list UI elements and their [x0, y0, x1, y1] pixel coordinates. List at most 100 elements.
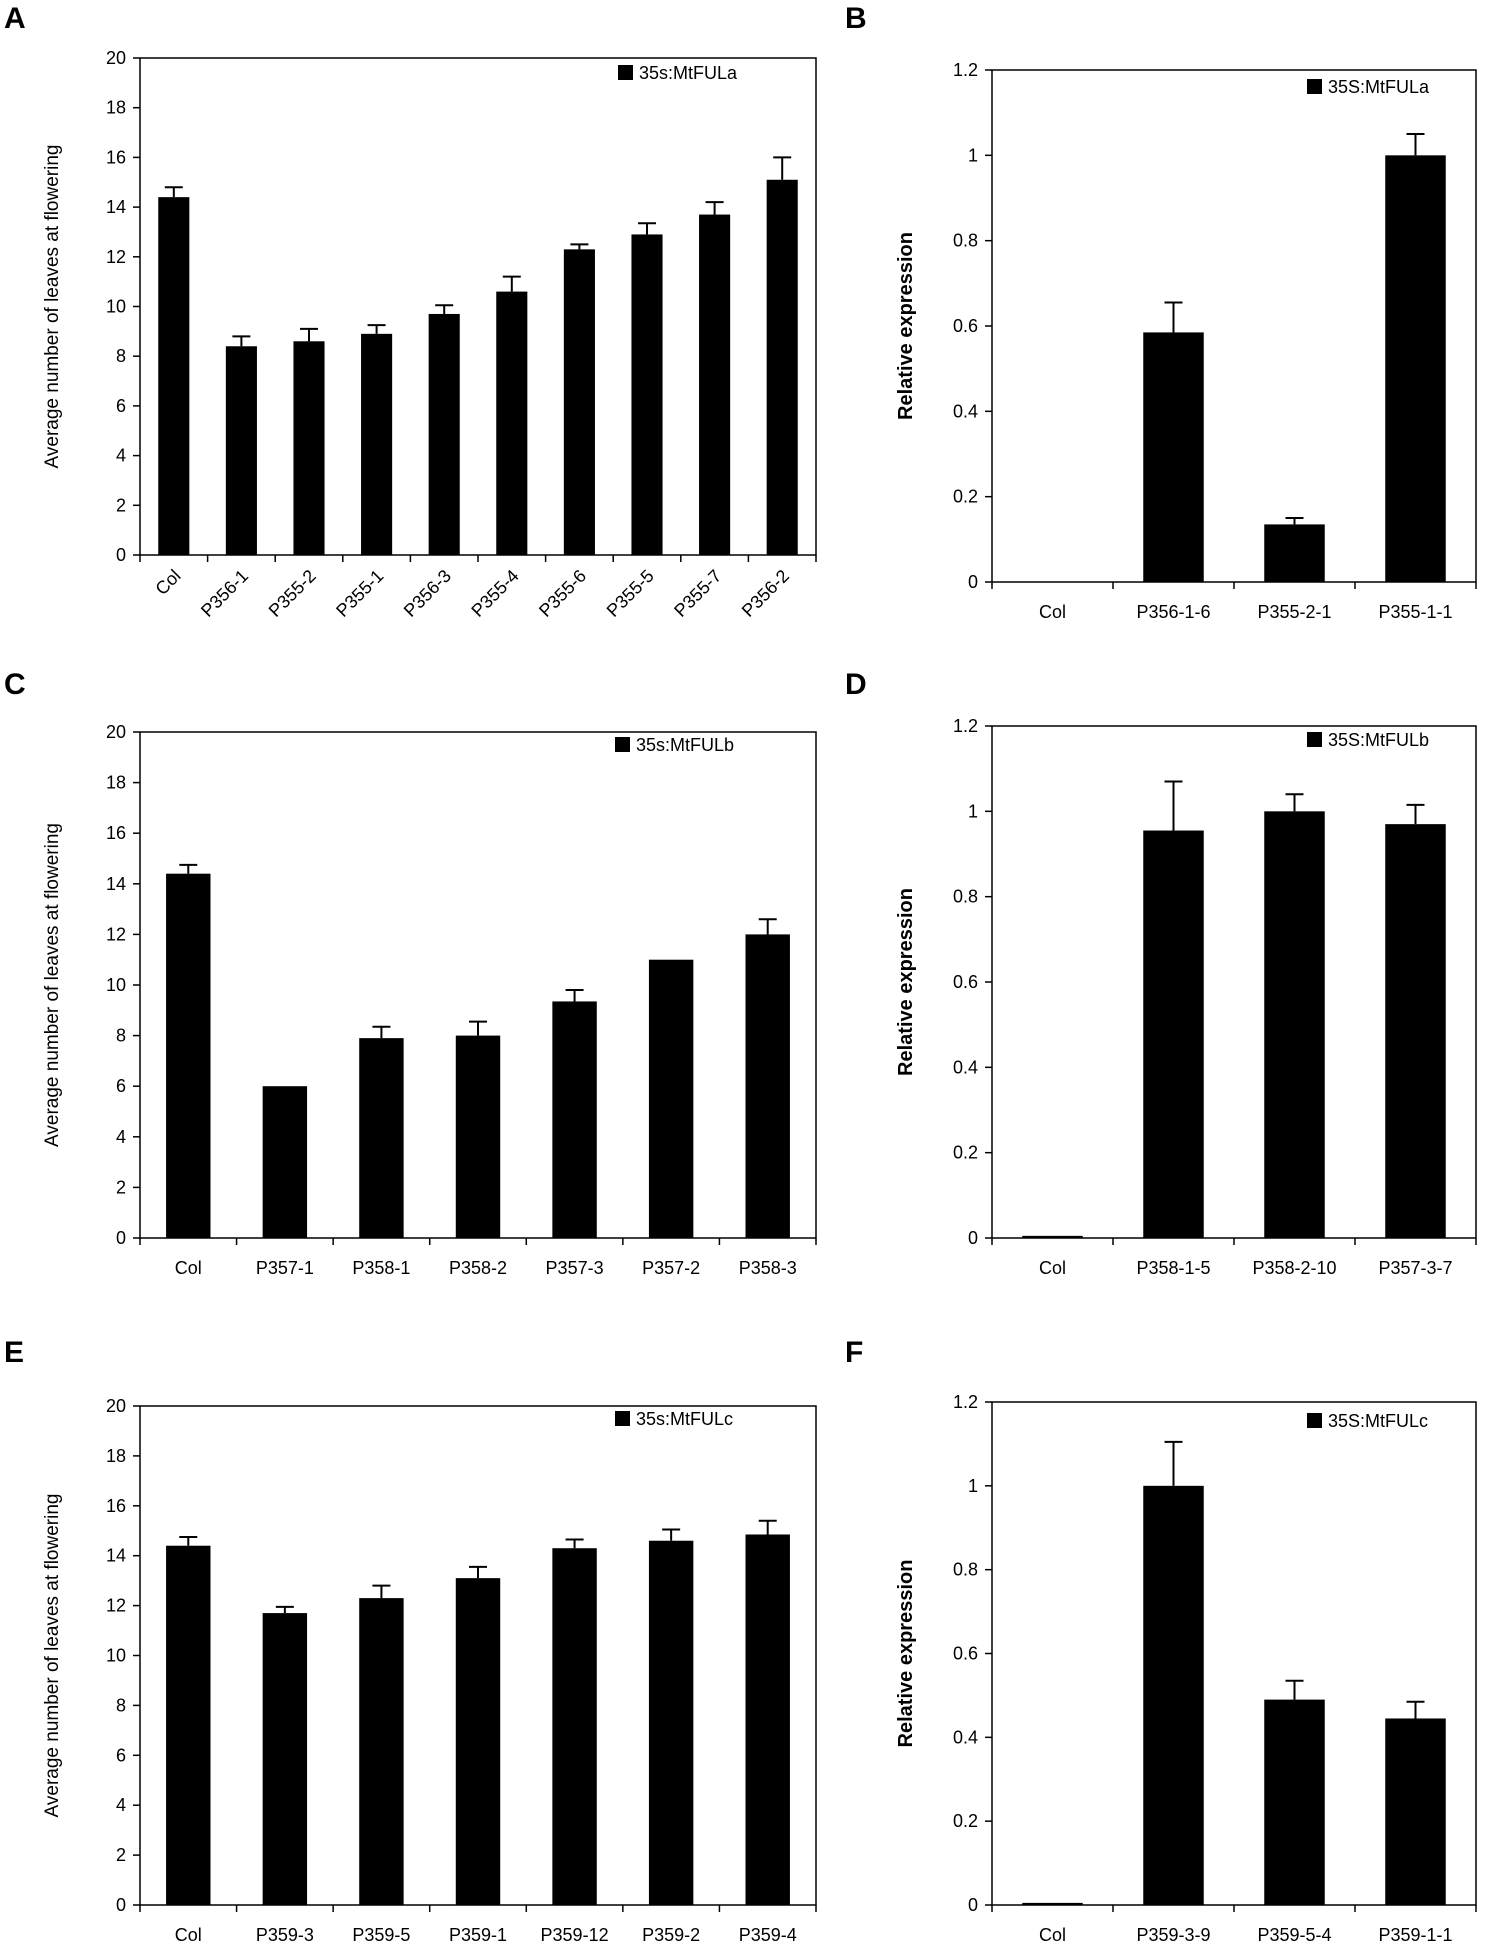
y-tick-label: 18 [106, 98, 126, 118]
y-tick-label: 1.2 [953, 1392, 978, 1412]
bar [293, 341, 325, 555]
bar [1264, 524, 1325, 582]
y-tick-label: 10 [106, 975, 126, 995]
y-tick-label: 0.8 [953, 231, 978, 251]
y-axis-title: Relative expression [895, 232, 917, 420]
panel-e: E 0 2 4 6 8 10 12 14 16 18 20 Average number of leav… [4, 1336, 817, 1945]
x-tick-label: Col [1039, 1925, 1066, 1945]
bar [455, 1035, 501, 1238]
y-tick-label: 12 [106, 924, 126, 944]
bar [428, 313, 460, 555]
y-tick-label: 0 [968, 1895, 978, 1915]
bar [361, 333, 393, 555]
x-tick-label: Col [151, 566, 184, 599]
y-tick-label: 4 [116, 1795, 126, 1815]
y-tick-label: 16 [106, 147, 126, 167]
x-tick-label: P355-1-1 [1378, 602, 1452, 622]
x-tick-label: P358-1-5 [1136, 1258, 1210, 1278]
y-tick-label: 0.6 [953, 972, 978, 992]
x-tick-label: Col [1039, 1258, 1066, 1278]
y-tick-label: 10 [106, 297, 126, 317]
y-tick-label: 0.2 [953, 487, 978, 507]
x-tick-label: P356-1-6 [1136, 602, 1210, 622]
panel-letter: C [4, 668, 26, 701]
bar [1385, 824, 1446, 1238]
y-tick-label: 12 [106, 247, 126, 267]
y-tick-label: 12 [106, 1596, 126, 1616]
x-tick-label: P355-4 [467, 566, 522, 621]
y-tick-label: 20 [106, 48, 126, 68]
y-tick-label: 18 [106, 1446, 126, 1466]
y-tick-label: 0 [116, 545, 126, 565]
x-tick-label: P359-3-9 [1136, 1925, 1210, 1945]
x-tick-label: P359-1-1 [1378, 1925, 1452, 1945]
bar [552, 1001, 597, 1238]
y-tick-label: 18 [106, 773, 126, 793]
y-axis-title: Average number of leaves at flowering [42, 145, 63, 469]
bar [1022, 1902, 1083, 1905]
legend-swatch [615, 1411, 630, 1426]
bar [1022, 1235, 1083, 1238]
y-tick-label: 0.2 [953, 1811, 978, 1831]
bar [648, 1540, 694, 1905]
y-tick-label: 0 [968, 572, 978, 592]
bar [359, 1038, 404, 1238]
y-tick-label: 8 [116, 346, 126, 366]
y-tick-label: 1 [968, 801, 978, 821]
y-tick-label: 0 [116, 1895, 126, 1915]
legend-swatch [1307, 79, 1322, 94]
panel-letter: E [4, 1336, 24, 1369]
panel-letter: D [845, 668, 867, 701]
bar [1264, 811, 1325, 1238]
bar [563, 249, 595, 555]
bar [496, 291, 528, 555]
x-tick-label: P359-12 [541, 1925, 609, 1945]
x-tick-label: Col [175, 1925, 202, 1945]
x-tick-label: Col [175, 1258, 202, 1278]
x-tick-label: P359-3 [256, 1925, 314, 1945]
y-tick-label: 6 [116, 396, 126, 416]
bar [455, 1578, 501, 1905]
x-tick-label: P359-2 [642, 1925, 700, 1945]
x-tick-label: P359-5-4 [1257, 1925, 1331, 1945]
y-tick-label: 8 [116, 1026, 126, 1046]
panel-letter: F [845, 1336, 863, 1369]
bar [1143, 332, 1204, 582]
panel-letter: A [4, 2, 26, 35]
y-axis-title: Average number of leaves at flowering [42, 1494, 63, 1818]
bar [225, 346, 257, 555]
y-tick-label: 4 [116, 1127, 126, 1147]
panel-letter: B [845, 2, 867, 35]
y-tick-label: 0.6 [953, 1644, 978, 1664]
bar [359, 1598, 404, 1905]
y-tick-label: 8 [116, 1695, 126, 1715]
legend-label: 35S:MtFULa [1328, 77, 1430, 97]
y-axis-title: Relative expression [895, 888, 917, 1076]
y-tick-label: 6 [116, 1745, 126, 1765]
y-tick-label: 0.4 [953, 1727, 978, 1747]
bar [1385, 1718, 1446, 1905]
bar [648, 959, 694, 1238]
y-axis-title: Relative expression [895, 1560, 917, 1748]
x-tick-label: P355-5 [603, 566, 658, 621]
bar [631, 234, 663, 555]
x-tick-label: P355-2-1 [1257, 602, 1331, 622]
bar [262, 1086, 308, 1238]
y-tick-label: 0.6 [953, 316, 978, 336]
x-tick-label: P357-3-7 [1378, 1258, 1452, 1278]
legend-label: 35s:MtFULc [636, 1409, 733, 1429]
y-tick-label: 20 [106, 1396, 126, 1416]
x-tick-label: P355-2 [265, 566, 320, 621]
y-tick-label: 2 [116, 495, 126, 515]
y-tick-label: 0.8 [953, 887, 978, 907]
bar [1143, 830, 1204, 1238]
y-axis-title: Average number of leaves at flowering [42, 823, 63, 1147]
bar [1385, 155, 1446, 583]
x-tick-label: P357-2 [642, 1258, 700, 1278]
legend-swatch [615, 737, 630, 752]
y-tick-label: 0 [116, 1228, 126, 1248]
legend-label: 35S:MtFULc [1328, 1411, 1428, 1431]
x-tick-label: P356-3 [400, 566, 455, 621]
x-tick-label: P359-5 [352, 1925, 410, 1945]
